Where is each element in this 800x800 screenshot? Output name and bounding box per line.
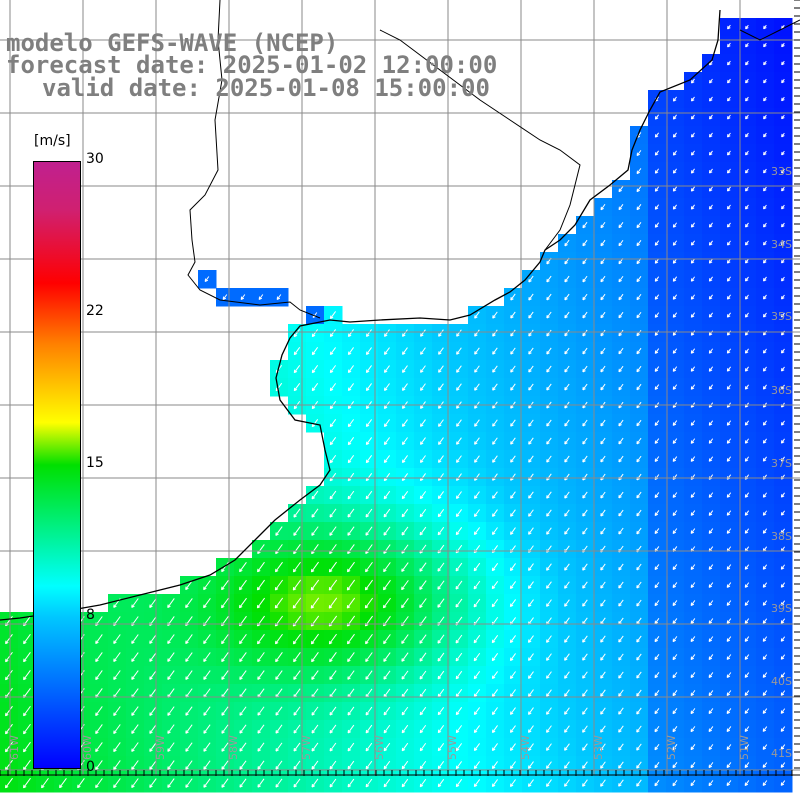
lat-label: 35S bbox=[771, 310, 792, 323]
colorbar-tick-max: 30 bbox=[86, 151, 104, 167]
lat-label: 40S bbox=[771, 675, 792, 688]
lat-lon-grid bbox=[0, 0, 800, 776]
lon-label: 56W bbox=[373, 735, 386, 760]
colorbar-tick-15: 15 bbox=[86, 455, 104, 471]
colorbar-tick-22: 22 bbox=[86, 303, 104, 319]
lat-label: 41S bbox=[771, 747, 792, 760]
colorbar-tick-8: 8 bbox=[86, 607, 95, 623]
colorbar-tick-min: 0 bbox=[86, 759, 95, 775]
colorbar bbox=[33, 161, 81, 769]
forecast-date: forecast date: 2025-01-02 12:00:00 bbox=[6, 51, 498, 79]
lon-label: 60W bbox=[81, 735, 94, 760]
lat-label: 39S bbox=[771, 602, 792, 615]
wind-arrows bbox=[4, 24, 786, 789]
colorbar-unit: [m/s] bbox=[34, 133, 71, 149]
axis-labels: 33S 34S 35S 36S 37S 38S 39S 40S 41S 61W 60W 59W 58W 5… bbox=[8, 165, 792, 760]
coastline-river-plate-north bbox=[0, 9, 721, 621]
lon-label: 55W bbox=[446, 735, 459, 760]
lon-label: 51W bbox=[738, 735, 751, 760]
coastline-north-lagoon bbox=[739, 19, 800, 41]
lat-label: 34S bbox=[771, 238, 792, 251]
lon-label: 54W bbox=[519, 735, 532, 760]
valid-date: valid date: 2025-01-08 15:00:00 bbox=[42, 74, 490, 102]
lon-label: 52W bbox=[665, 735, 678, 760]
lat-label: 38S bbox=[771, 530, 792, 543]
lon-label: 59W bbox=[154, 735, 167, 760]
coastline-uruguay-interior bbox=[379, 29, 581, 251]
lat-label: 33S bbox=[771, 165, 792, 178]
lon-label: 58W bbox=[227, 735, 240, 760]
lat-label: 37S bbox=[771, 457, 792, 470]
model-title: modelo GEFS-WAVE (NCEP) bbox=[6, 29, 339, 57]
lon-label: 61W bbox=[8, 735, 21, 760]
coastline bbox=[0, 0, 800, 621]
lat-label: 36S bbox=[771, 384, 792, 397]
coastline-river-plate-south bbox=[187, 0, 321, 319]
lon-label: 53W bbox=[592, 735, 605, 760]
lon-label: 57W bbox=[300, 735, 313, 760]
